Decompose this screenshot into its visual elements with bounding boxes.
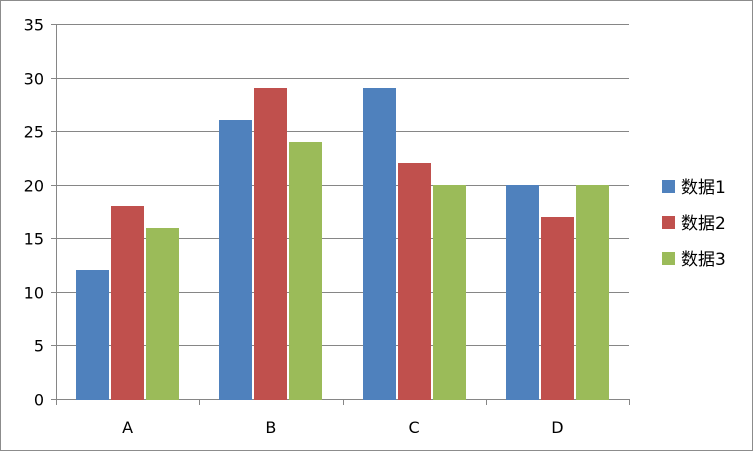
- bar: [576, 185, 609, 400]
- bar: [541, 217, 574, 400]
- bar: [433, 185, 466, 400]
- bars: [76, 88, 609, 400]
- legend-swatch: [662, 252, 675, 265]
- bar: [289, 142, 322, 400]
- y-tick-label: 20: [24, 177, 44, 196]
- legend-label: 数据2: [681, 214, 726, 234]
- x-tick-label: A: [122, 418, 133, 437]
- legend-swatch: [662, 216, 675, 229]
- bar: [111, 206, 144, 400]
- x-tick-label: C: [409, 418, 420, 437]
- y-tick-label: 15: [24, 230, 44, 249]
- bar: [254, 88, 287, 400]
- legend: 数据1 数据2 数据3: [662, 178, 726, 270]
- bar: [506, 185, 539, 400]
- bar: [398, 163, 431, 400]
- y-tick-label: 30: [24, 70, 44, 89]
- y-tick-label: 35: [24, 16, 44, 35]
- x-axis-tick-labels: A B C D: [122, 418, 563, 437]
- x-tick-label: D: [551, 418, 563, 437]
- legend-swatch: [662, 180, 675, 193]
- bar: [76, 270, 109, 400]
- x-tick-label: B: [265, 418, 276, 437]
- bar: [146, 228, 179, 400]
- y-axis-tick-labels: 0 5 10 15 20 25 30 35: [24, 16, 44, 410]
- y-tick-label: 25: [24, 123, 44, 142]
- bar: [219, 120, 252, 400]
- legend-label: 数据1: [681, 178, 726, 198]
- y-tick-label: 10: [24, 284, 44, 303]
- y-tick-label: 5: [34, 337, 44, 356]
- legend-label: 数据3: [681, 250, 726, 270]
- y-tick-label: 0: [34, 391, 44, 410]
- bar: [363, 88, 396, 400]
